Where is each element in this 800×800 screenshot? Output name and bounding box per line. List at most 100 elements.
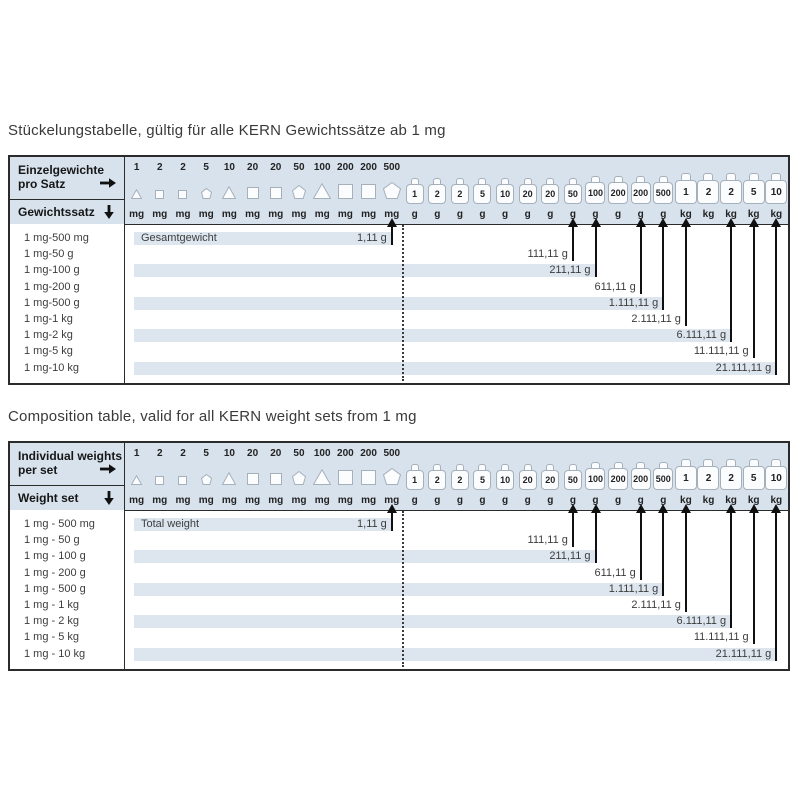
weight-icon: 2 [720,459,743,490]
column-shape [287,185,310,199]
weight-set-row-label: 1 mg-100 g [24,264,80,277]
weight-icon: 2 [428,178,447,204]
column-header: 2 mg [148,157,171,224]
column-shape [264,187,287,199]
total-weight-bar [134,296,664,310]
column-shape: 2 [426,178,449,204]
weight-body: 5 [473,184,492,204]
column-value: 5 [479,475,485,485]
weight-icon: 2 [720,173,743,204]
column-unit: mg [268,495,284,506]
table-body: Total weight 1,11 g 111,11 g 211,11 g 611,11… [125,504,788,669]
column-shape: 10 [765,173,788,204]
header-individual-weights: Einzelgewichte pro Satz [10,157,124,200]
column-header: 20 g [539,443,562,510]
pentagon-shape-icon [200,474,212,485]
column-header: 50 g [562,157,585,224]
column-header: 2 kg [697,443,720,510]
header-line-2: pro Satz [18,177,66,191]
column-unit: mg [245,495,261,506]
column-value: 5 [750,472,757,484]
column-header: 100 g [584,157,607,224]
column-header: 2 mg [171,443,194,510]
column-header: 100 g [584,443,607,510]
weight-set-row-label: 1 mg-5 kg [24,345,73,358]
column-unit: kg [770,495,783,506]
column-shape: 20 [516,464,539,490]
column-header: 20 mg [264,157,287,224]
weight-body: 100 [585,468,606,490]
triangle-shape-icon [313,469,332,485]
column-value: 100 [587,188,603,198]
column-unit: mg [314,495,330,506]
weight-set-row-label: 1 mg - 500 g [24,582,86,595]
max-weight-arrow-line [684,226,687,326]
column-header: 10 mg [218,443,241,510]
weight-icon: 200 [630,462,651,490]
column-header: 200 g [629,443,652,510]
column-shape [241,187,264,199]
column-shape [287,471,310,485]
max-weight-arrow-line [775,226,778,375]
weight-icon: 10 [765,459,788,490]
weight-icon: 1 [405,464,424,490]
mg-g-separator-line [402,225,405,381]
weight-knob [410,464,419,472]
column-shape [380,182,403,199]
column-value: 20 [522,189,533,199]
column-header: 20 mg [241,443,264,510]
weight-knob [433,178,442,186]
weight-body: 10 [765,466,788,490]
weight-body: 200 [630,468,651,490]
weight-icon: 500 [653,176,674,204]
column-header: 500 g [652,443,675,510]
weight-icon: 1 [405,178,424,204]
column-unit: kg [770,209,783,220]
column-unit: g [502,495,509,506]
column-unit: g [434,495,441,506]
up-arrow-icon [658,218,669,227]
header-individual-weights-label: Einzelgewichte pro Satz [10,157,124,191]
weight-knob [433,464,442,472]
column-header: 200 mg [334,157,357,224]
weight-icon: 2 [450,178,469,204]
weight-set-row-label: 1 mg-50 g [24,248,74,261]
weight-knob [613,462,623,470]
weight-set-row-label: 1 mg - 10 kg [24,647,86,660]
column-unit: mg [175,209,191,220]
weight-icon: 50 [563,464,582,490]
column-value: 1 [412,189,418,199]
weight-body: 2 [428,470,447,490]
column-value: 10 [500,189,511,199]
weight-knob [478,464,487,472]
column-value: 2 [728,472,734,484]
weight-set-row-label: 1 mg-1 kg [24,313,73,325]
weight-knob [590,462,600,470]
weight-body: 20 [518,470,537,490]
up-arrow-icon [726,504,737,513]
pentagon-shape-icon [382,182,401,199]
max-weight-arrow-line [571,512,574,548]
column-header: 200 g [607,443,630,510]
column-shape [125,475,148,485]
up-arrow-icon [771,504,782,513]
weight-icon: 20 [541,464,560,490]
max-weight-arrow-line [390,226,393,245]
weight-body: 2 [697,180,720,204]
up-arrow-icon [386,504,397,513]
total-weight-value: 6.111,11 g [676,615,727,628]
total-weight-bar [134,518,392,531]
weight-set-row-label: 1 mg - 50 g [24,534,80,547]
column-shape [171,190,194,199]
max-weight-arrow-line [730,226,733,343]
mg-g-separator-line [402,511,405,667]
right-arrow-icon [100,178,116,188]
square-shape-icon [361,184,377,199]
column-shape: 50 [562,464,585,490]
column-shape: 10 [494,464,517,490]
column-value: 200 [610,474,626,484]
column-header: 10 g [494,443,517,510]
column-header: 200 g [629,157,652,224]
column-shape [195,474,218,485]
total-weight-value: 111,11 g [527,534,568,547]
